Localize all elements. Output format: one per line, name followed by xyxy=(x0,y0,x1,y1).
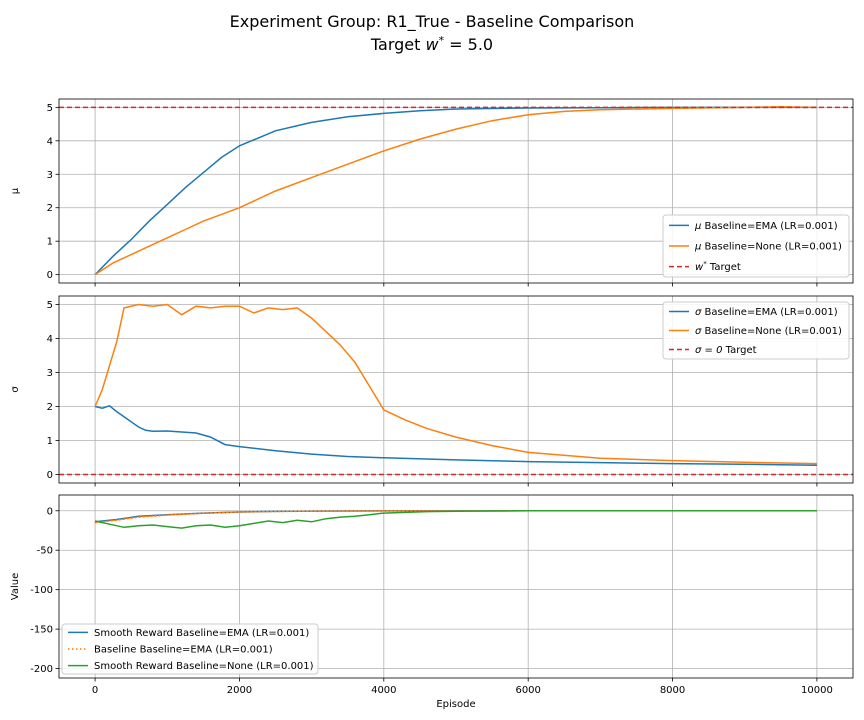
legend: σ Baseline=EMA (LR=0.001) σ Baseline=None… xyxy=(662,301,850,360)
legend-entry: Baseline Baseline=EMA (LR=0.001) xyxy=(94,645,273,656)
y-tick-label: 5 xyxy=(47,103,53,114)
x-tick-label: 6000 xyxy=(515,685,540,696)
legend-entry: Smooth Reward Baseline=EMA (LR=0.001) xyxy=(94,628,309,639)
y-tick-label: 2 xyxy=(47,402,53,413)
x-tick-label: 4000 xyxy=(371,685,396,696)
y-tick-label: 0 xyxy=(47,506,53,517)
chart-title-line2: Target w* = 5.0 xyxy=(370,34,493,54)
legend-entry: σ Baseline=EMA (LR=0.001) xyxy=(695,307,838,318)
series-line-1 xyxy=(94,303,817,465)
y-tick-label: 0 xyxy=(47,470,53,481)
chart-title-line1: Experiment Group: R1_True - Baseline Com… xyxy=(230,12,635,32)
y-tick-label: -200 xyxy=(30,664,53,675)
legend-entry: μ Baseline=None (LR=0.001) xyxy=(694,242,842,253)
x-tick-label: 2000 xyxy=(227,685,252,696)
legend-entry: Smooth Reward Baseline=None (LR=0.001) xyxy=(94,661,314,672)
y-tick-label: -150 xyxy=(30,625,53,636)
y-tick-label: -50 xyxy=(37,546,53,557)
y-tick-label: 3 xyxy=(47,170,53,181)
series-line-1 xyxy=(94,510,818,524)
value-panel: 0 -50 -100 -150 -200 0 2000 4000 6000 8000 10000 Va… xyxy=(10,494,854,710)
x-tick-label: 10000 xyxy=(801,685,833,696)
y-tick-label: 3 xyxy=(47,368,53,379)
series-line-0 xyxy=(94,404,817,467)
y-axis-label: σ xyxy=(10,386,21,393)
y-axis-label: μ xyxy=(10,187,21,194)
legend-entry: μ Baseline=EMA (LR=0.001) xyxy=(694,221,838,232)
y-tick-label: 5 xyxy=(47,300,53,311)
series-line-1 xyxy=(94,105,817,276)
legend-entry: w* Target xyxy=(695,260,741,273)
series-line-2 xyxy=(94,510,817,529)
legend-box xyxy=(61,623,319,675)
y-tick-label: 0 xyxy=(47,270,53,281)
y-tick-label: 4 xyxy=(47,136,53,147)
legend: Smooth Reward Baseline=EMA (LR=0.001) Bas… xyxy=(61,623,319,675)
x-tick-label: 0 xyxy=(92,685,98,696)
y-axis-label: Value xyxy=(10,573,21,600)
plot-frame xyxy=(58,98,854,284)
y-tick-label: -100 xyxy=(30,585,53,596)
legend-box xyxy=(662,301,850,360)
x-axis-label: Episode xyxy=(436,699,475,710)
y-tick-label: 2 xyxy=(47,203,53,214)
x-tick-label: 8000 xyxy=(660,685,685,696)
legend-box xyxy=(662,214,850,278)
plot-frame xyxy=(58,295,854,484)
legend-entry: σ = 0 Target xyxy=(695,345,757,356)
legend-entry: σ Baseline=None (LR=0.001) xyxy=(695,326,842,337)
y-tick-label: 1 xyxy=(47,237,53,248)
y-tick-label: 1 xyxy=(47,436,53,447)
series-line-0 xyxy=(95,510,817,523)
plot-frame xyxy=(58,494,854,679)
legend: μ Baseline=EMA (LR=0.001) μ Baseline=None… xyxy=(662,214,850,278)
y-tick-label: 4 xyxy=(47,334,53,345)
